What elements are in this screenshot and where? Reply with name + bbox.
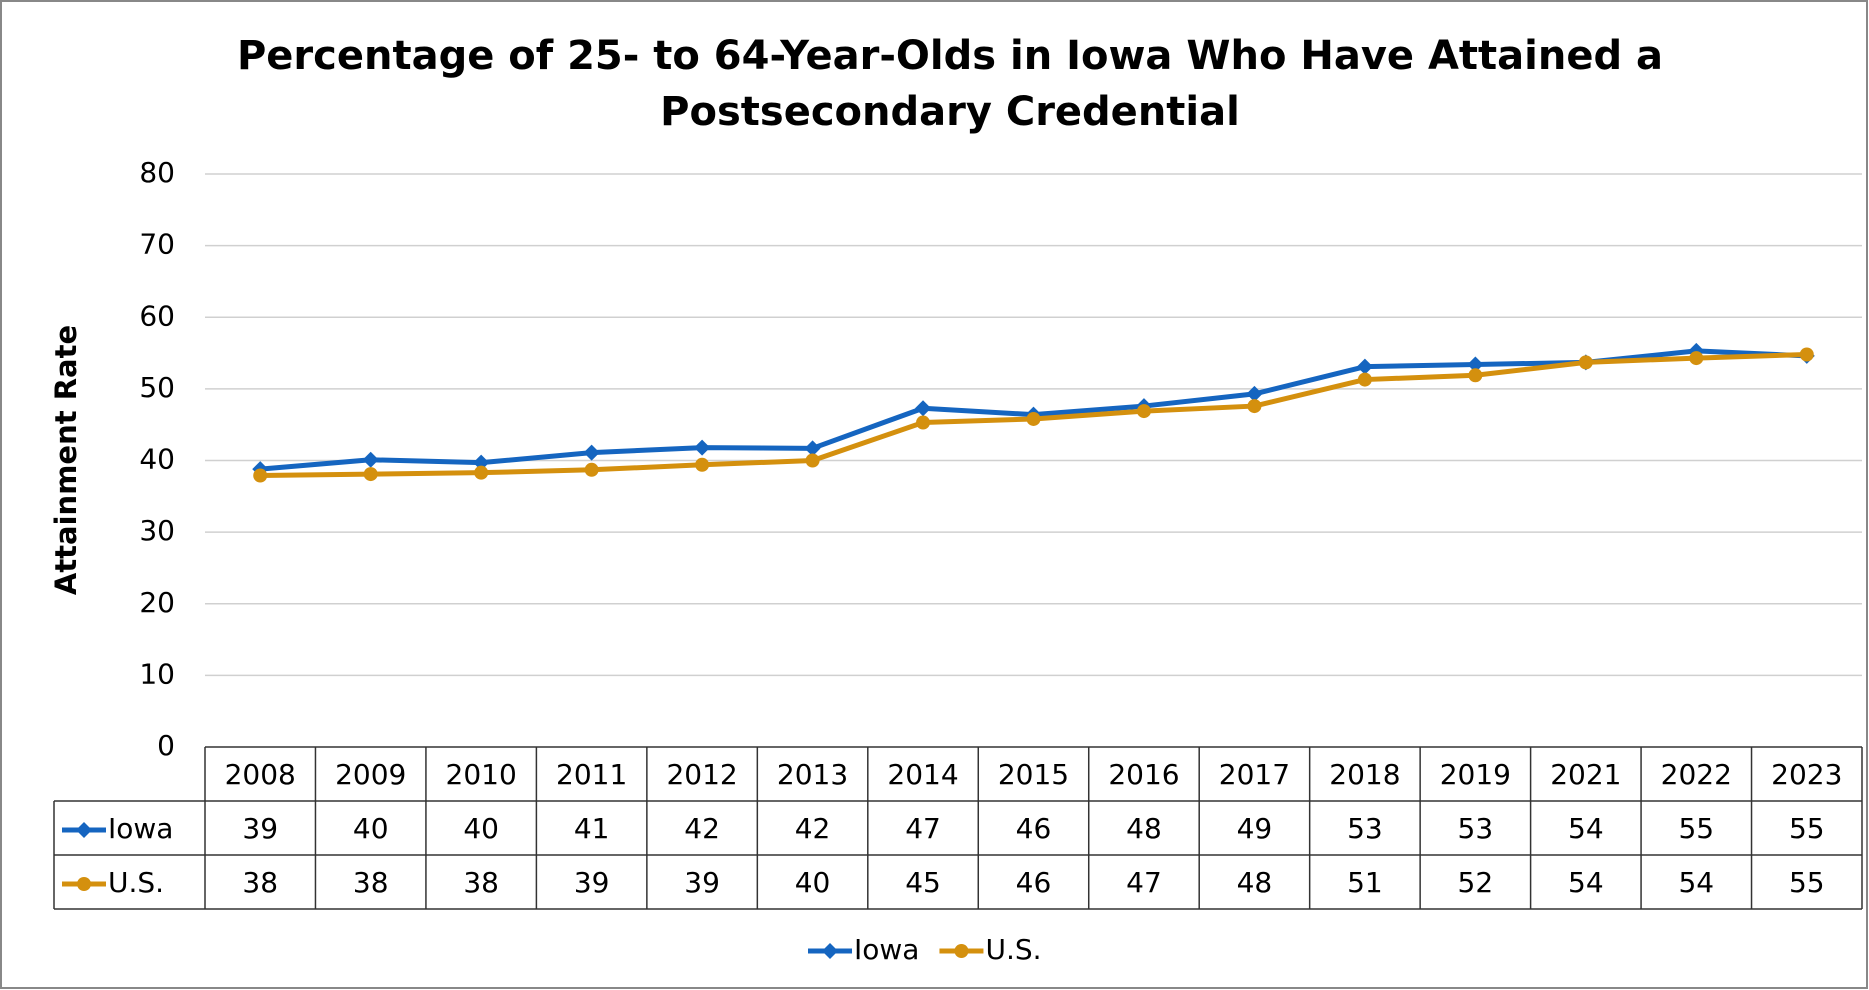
table-value: 39 <box>242 812 278 845</box>
table-value: 49 <box>1237 812 1273 845</box>
table-value: 45 <box>905 866 941 899</box>
y-tick-label: 20 <box>139 586 175 619</box>
table-value: 46 <box>1016 866 1052 899</box>
y-tick-label: 40 <box>139 443 175 476</box>
legend-marker <box>822 943 838 959</box>
data-point <box>1799 347 1814 362</box>
legend-marker <box>76 822 92 838</box>
data-point <box>1356 358 1373 375</box>
table-value: 51 <box>1347 866 1383 899</box>
y-tick-label: 70 <box>139 228 175 261</box>
table-value: 47 <box>905 812 941 845</box>
table-value: 40 <box>795 866 831 899</box>
table-value: 54 <box>1678 866 1714 899</box>
x-tick-label: 2008 <box>225 758 296 791</box>
data-point <box>695 457 710 472</box>
table-value: 47 <box>1126 866 1162 899</box>
data-point <box>1136 404 1151 419</box>
data-point <box>473 454 490 471</box>
data-point <box>1468 368 1483 383</box>
data-point <box>1357 372 1372 387</box>
y-tick-label: 30 <box>139 514 175 547</box>
table-value: 46 <box>1016 812 1052 845</box>
data-point <box>804 440 821 457</box>
x-tick-label: 2017 <box>1219 758 1290 791</box>
data-point <box>916 415 931 430</box>
table-value: 40 <box>463 812 499 845</box>
data-point <box>474 465 489 480</box>
legend-marker <box>954 944 969 958</box>
data-point <box>1467 356 1484 373</box>
y-tick-label: 0 <box>157 729 175 762</box>
x-tick-label: 2014 <box>887 758 958 791</box>
table-value: 39 <box>684 866 720 899</box>
x-tick-label: 2011 <box>556 758 627 791</box>
table-value: 48 <box>1126 812 1162 845</box>
x-tick-label: 2019 <box>1440 758 1511 791</box>
data-point <box>805 453 820 468</box>
x-tick-label: 2015 <box>998 758 1069 791</box>
table-value: 48 <box>1237 866 1273 899</box>
x-tick-label: 2021 <box>1550 758 1621 791</box>
x-tick-label: 2018 <box>1329 758 1400 791</box>
legend-label: Iowa <box>854 933 919 966</box>
data-point <box>362 451 379 468</box>
table-value: 42 <box>795 812 831 845</box>
table-value: 55 <box>1678 812 1714 845</box>
table-value: 53 <box>1458 812 1494 845</box>
y-tick-label: 60 <box>139 299 175 332</box>
table-value: 54 <box>1568 866 1604 899</box>
table-value: 55 <box>1789 812 1825 845</box>
table-value: 38 <box>242 866 278 899</box>
data-point <box>1026 411 1041 426</box>
chart-title: Percentage of 25- to 64-Year-Olds in Iow… <box>236 33 1664 135</box>
data-point <box>1578 355 1593 370</box>
table-value: 53 <box>1347 812 1383 845</box>
table-value: 38 <box>463 866 499 899</box>
x-tick-label: 2009 <box>335 758 406 791</box>
table-value: 38 <box>353 866 389 899</box>
data-point <box>694 439 711 456</box>
data-point <box>1247 399 1262 414</box>
table-value: 54 <box>1568 812 1604 845</box>
table-value: 41 <box>574 812 610 845</box>
x-tick-label: 2012 <box>666 758 737 791</box>
data-point <box>253 468 268 483</box>
table-series-name: Iowa <box>108 812 173 845</box>
data-point <box>584 462 599 477</box>
table-value: 55 <box>1789 866 1825 899</box>
y-tick-label: 50 <box>139 371 175 404</box>
x-tick-label: 2010 <box>446 758 517 791</box>
table-series-name: U.S. <box>108 866 164 899</box>
x-tick-label: 2013 <box>777 758 848 791</box>
table-value: 40 <box>353 812 389 845</box>
data-point <box>363 467 378 482</box>
legend-marker <box>77 877 91 891</box>
table-value: 39 <box>574 866 610 899</box>
x-tick-label: 2016 <box>1108 758 1179 791</box>
table-value: 42 <box>684 812 720 845</box>
legend-label: U.S. <box>985 933 1041 966</box>
x-tick-label: 2022 <box>1661 758 1732 791</box>
data-point <box>583 444 600 461</box>
data-point <box>1246 385 1263 402</box>
data-point <box>1689 351 1704 366</box>
y-axis-label: Attainment Rate <box>49 325 83 595</box>
y-tick-label: 80 <box>139 156 175 189</box>
data-point <box>915 400 932 417</box>
x-tick-label: 2023 <box>1771 758 1842 791</box>
y-tick-label: 10 <box>139 657 175 690</box>
table-value: 52 <box>1458 866 1494 899</box>
